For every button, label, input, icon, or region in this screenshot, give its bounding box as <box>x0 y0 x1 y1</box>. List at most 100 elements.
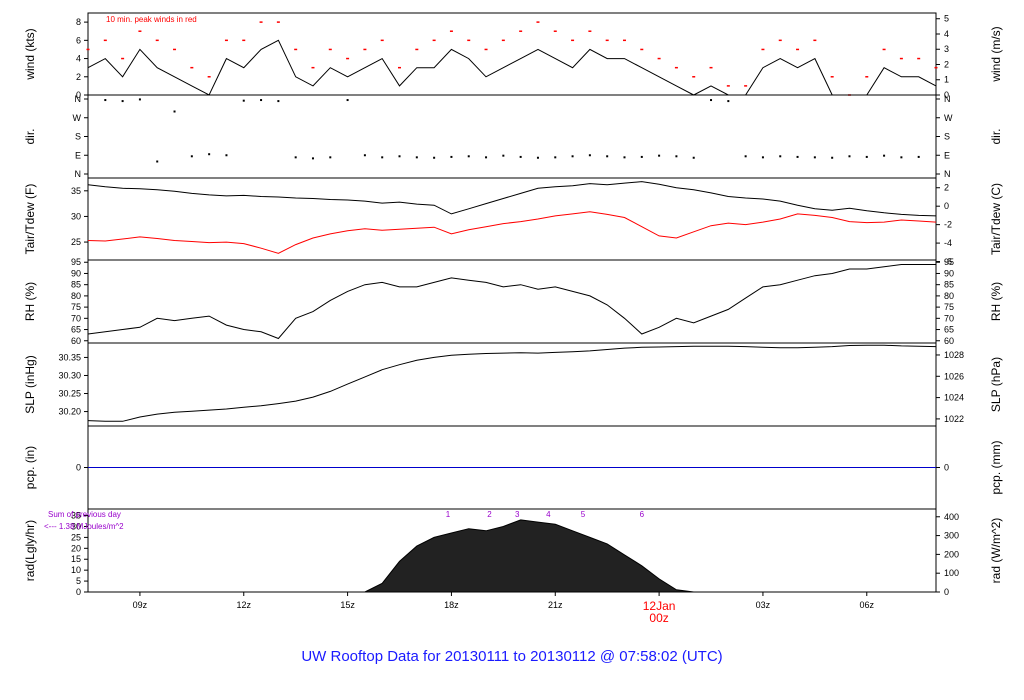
direction-point <box>346 99 349 102</box>
direction-point <box>260 99 263 102</box>
direction-point <box>415 156 418 159</box>
y-tick-label-right: 0 <box>944 463 949 473</box>
radiation-marker-label: 4 <box>546 510 551 519</box>
direction-point <box>588 154 591 157</box>
y-tick-label-right: E <box>944 150 950 160</box>
y-tick-label-left: 4 <box>76 54 81 64</box>
y-tick-label-right: 80 <box>944 291 954 301</box>
x-tick-label: 03z <box>756 600 771 610</box>
y-tick-label-right: 4 <box>944 29 949 39</box>
direction-point <box>485 156 488 159</box>
y-tick-label-right: 2 <box>944 59 949 69</box>
y-axis-label-right: rad (W/m^2) <box>989 518 1003 584</box>
direction-point <box>173 110 176 113</box>
y-tick-label-left: 0 <box>76 587 81 597</box>
y-tick-label-right: 0 <box>944 201 949 211</box>
y-axis-label-left: SLP (inHg) <box>23 355 37 413</box>
y-tick-label-left: N <box>75 94 82 104</box>
direction-point <box>640 155 643 158</box>
y-tick-label-left: 2 <box>76 72 81 82</box>
y-tick-label-left: 30.30 <box>58 370 81 380</box>
date-label: 12Jan <box>643 599 676 613</box>
y-tick-label-left: 70 <box>71 313 81 323</box>
y-axis-label-left: dir. <box>23 128 37 144</box>
y-tick-label-left: 35 <box>71 186 81 196</box>
x-tick-label: 12z <box>236 600 251 610</box>
direction-point <box>796 155 799 158</box>
x-tick-label: 15z <box>340 600 355 610</box>
direction-point <box>121 100 124 103</box>
y-tick-label-left: S <box>75 132 81 142</box>
y-axis-label-right: SLP (hPa) <box>989 357 1003 412</box>
direction-point <box>571 155 574 158</box>
dewpoint-line <box>87 211 937 254</box>
direction-point <box>519 155 522 158</box>
y-tick-label-left: 60 <box>71 336 81 346</box>
radiation-marker-label: 5 <box>581 510 586 519</box>
x-tick-label: 06z <box>860 600 875 610</box>
y-tick-label-right: 70 <box>944 313 954 323</box>
y-tick-label-left: 25 <box>71 532 81 542</box>
y-tick-label-right: 75 <box>944 302 954 312</box>
x-tick-label: 09z <box>133 600 148 610</box>
humidity-panel: RH (%) RH (%)6065707580859095606570758085… <box>23 257 1003 346</box>
direction-point <box>865 155 868 158</box>
radiation-marker-label: 1 <box>446 510 451 519</box>
direction-point <box>536 156 539 159</box>
direction-point <box>311 157 314 160</box>
direction-point <box>104 99 107 102</box>
y-tick-label-right: 1024 <box>944 393 964 403</box>
direction-point <box>761 156 764 159</box>
wind-speed-line <box>87 39 937 96</box>
y-axis-label-right: wind (m/s) <box>989 26 1003 82</box>
direction-point <box>779 155 782 158</box>
y-tick-label-right: 0 <box>944 90 949 100</box>
direction-point <box>883 154 886 157</box>
y-tick-label-left: 80 <box>71 291 81 301</box>
direction-point <box>450 155 453 158</box>
direction-point <box>831 156 834 159</box>
direction-point <box>900 156 903 159</box>
direction-point <box>225 154 228 157</box>
y-axis-label-right: RH (%) <box>989 282 1003 321</box>
radiation-marker-label: 3 <box>515 510 520 519</box>
y-tick-label-right: 1 <box>944 75 949 85</box>
y-axis-label-right: Tair/Tdew (C) <box>989 183 1003 255</box>
peak-wind-note: 10 min. peak winds in red <box>106 15 197 24</box>
radiation-area <box>364 519 694 593</box>
y-tick-label-right: 200 <box>944 549 959 559</box>
y-tick-label-left: N <box>75 169 82 179</box>
direction-point <box>848 155 851 158</box>
y-tick-label-right: 100 <box>944 568 959 578</box>
x-tick-label: 21z <box>548 600 563 610</box>
direction-point <box>467 155 470 158</box>
radiation-marker-label: 2 <box>487 510 492 519</box>
direction-point <box>398 155 401 158</box>
y-tick-label-right: N <box>944 169 951 179</box>
direction-point <box>381 156 384 159</box>
y-tick-label-left: 0 <box>76 90 81 100</box>
y-axis-label-left: Tair/Tdew (F) <box>23 184 37 255</box>
y-tick-label-right: 5 <box>944 14 949 24</box>
radiation-panel: rad(Lgly/hr) rad (W/m^2)05101520253035010… <box>23 508 1003 597</box>
y-axis-label-left: RH (%) <box>23 282 37 321</box>
plot-title: UW Rooftop Data for 20130111 to 20130112… <box>301 648 723 665</box>
direction-point <box>433 156 436 159</box>
precipitation-panel: pcp. (in) pcp. (mm) 0 0 <box>23 425 1003 510</box>
y-tick-label-left: 15 <box>71 554 81 564</box>
y-tick-label-right: N <box>944 94 951 104</box>
y-tick-label-right: 65 <box>944 325 954 335</box>
y-tick-label-right: 400 <box>944 512 959 522</box>
direction-point <box>329 156 332 159</box>
y-tick-label-left: 30 <box>71 211 81 221</box>
direction-point <box>606 155 609 158</box>
y-tick-label-left: 10 <box>71 565 81 575</box>
direction-point <box>917 155 920 158</box>
y-tick-label-right: 1022 <box>944 414 964 424</box>
y-tick-label-right: S <box>944 132 950 142</box>
time-axis: 09z 12z 15z 18z 21z 00z 03z 06z 12Jan <box>133 592 875 625</box>
direction-point <box>554 156 557 159</box>
y-tick-label-left: 0 <box>76 463 81 473</box>
direction-point <box>363 154 366 157</box>
x-tick-label-midnight: 00z <box>649 611 668 625</box>
